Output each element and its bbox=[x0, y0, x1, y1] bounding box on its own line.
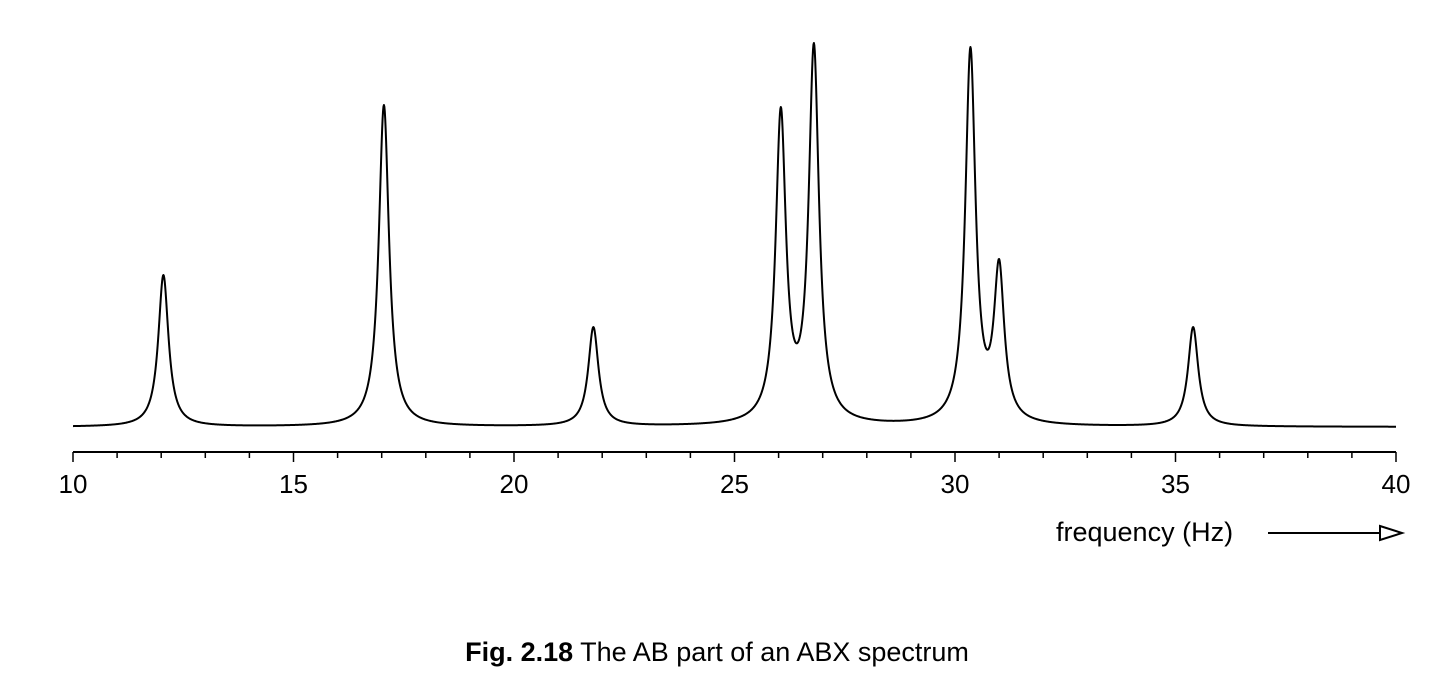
x-axis-title: frequency (Hz) bbox=[1056, 517, 1233, 547]
tick-label: 20 bbox=[500, 469, 529, 499]
tick-label: 15 bbox=[279, 469, 308, 499]
figure-number: Fig. 2.18 bbox=[465, 637, 574, 667]
x-axis-tick-labels: 10 15 20 25 30 35 40 bbox=[59, 469, 1411, 499]
tick-label: 35 bbox=[1161, 469, 1190, 499]
tick-label: 30 bbox=[941, 469, 970, 499]
figure-caption: Fig. 2.18 The AB part of an ABX spectrum bbox=[0, 637, 1434, 668]
tick-label: 25 bbox=[720, 469, 749, 499]
x-axis-arrow-icon bbox=[1268, 524, 1406, 542]
tick-label: 40 bbox=[1382, 469, 1411, 499]
spectrum-figure: 10 15 20 25 30 35 40 frequency (Hz) bbox=[59, 42, 1411, 547]
x-axis-ticks bbox=[72, 452, 1397, 462]
spectrum-curve bbox=[72, 42, 1397, 428]
caption-text: The AB part of an ABX spectrum bbox=[573, 637, 969, 667]
tick-label: 10 bbox=[59, 469, 88, 499]
